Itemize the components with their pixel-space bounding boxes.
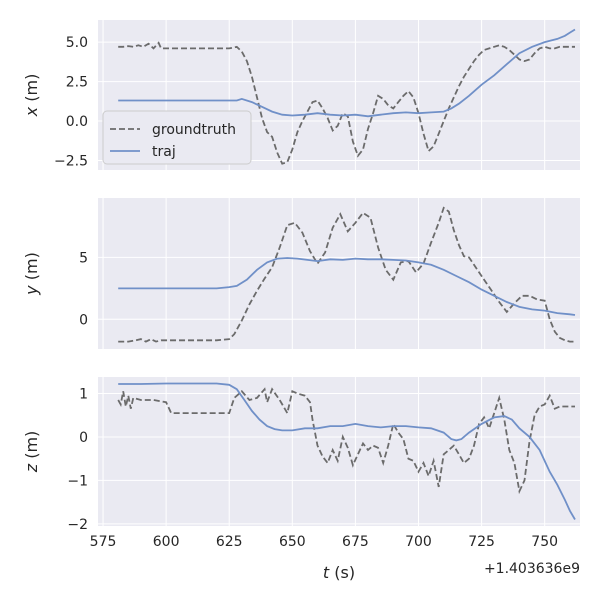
y-tick-label: 0	[79, 430, 88, 446]
y-axis-label-unit: (m)	[22, 252, 41, 285]
x-tick-label: 750	[531, 534, 558, 550]
legend-label-groundtruth: groundtruth	[152, 122, 236, 138]
x-tick-label: 650	[279, 534, 306, 550]
y-tick-label: 5	[79, 250, 88, 266]
x-axis-label-var: t	[323, 563, 330, 582]
y-tick-label: −1	[67, 473, 88, 489]
y-tick-label: 5.0	[66, 35, 88, 51]
y-tick-label: 2.5	[66, 75, 88, 91]
y-tick-label: −2.5	[54, 154, 88, 170]
y-axis-label-var: x	[22, 106, 41, 117]
y-tick-label: −2	[67, 517, 88, 533]
panel-z: 575 600 625 650 675 700 725 750 −2 −1 0 1 z (m)	[22, 377, 580, 550]
panels: −2.5 0.0 2.5 5.0 x (m) groundtruth traj 0 5 y (m)…	[22, 20, 580, 550]
x-tick-label: 600	[153, 534, 180, 550]
x-tick-label: 625	[216, 534, 243, 550]
y-axis-label-unit: (m)	[22, 74, 41, 107]
legend: groundtruth traj	[102, 110, 252, 165]
x-tick-label: 675	[342, 534, 369, 550]
y-tick-label: 1	[79, 387, 88, 403]
legend-label-traj: traj	[152, 144, 176, 160]
plot-area-y	[98, 198, 580, 349]
x-tick-label: 575	[90, 534, 117, 550]
traj-line-x	[118, 28, 576, 118]
y-axis-label-unit: (m)	[22, 431, 41, 464]
groundtruth-line-x	[118, 41, 575, 165]
y-tick-label: 0	[79, 312, 88, 328]
panel-y: 0 5 y (m)	[22, 198, 580, 349]
groundtruth-line-y	[118, 206, 575, 343]
y-axis-label-z: z (m)	[22, 431, 41, 474]
x-axis-label: t (s)	[323, 563, 355, 582]
traj-line-z	[118, 382, 576, 520]
y-axis-label-x: x (m)	[22, 74, 41, 118]
x-tick-label: 700	[405, 534, 432, 550]
traj-line-y	[118, 257, 576, 316]
x-offset-label: +1.403636e9	[484, 561, 580, 577]
x-axis-label-unit: (s)	[329, 563, 355, 582]
groundtruth-line-z	[117, 387, 575, 495]
y-axis-label-var: z	[22, 463, 41, 473]
y-tick-label: 0.0	[66, 114, 88, 130]
x-tick-label: 725	[468, 534, 495, 550]
panel-x: −2.5 0.0 2.5 5.0 x (m) groundtruth traj	[22, 20, 580, 170]
y-axis-label-var: y	[22, 285, 41, 296]
y-axis-label-y: y (m)	[22, 252, 41, 296]
